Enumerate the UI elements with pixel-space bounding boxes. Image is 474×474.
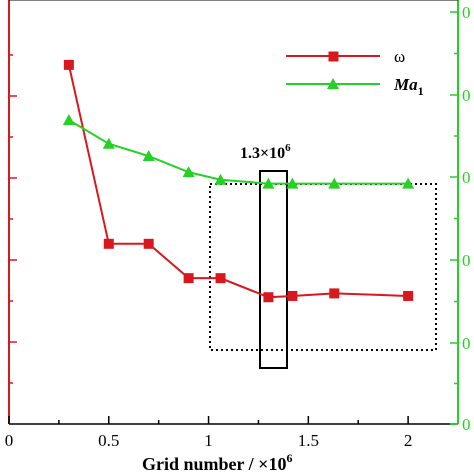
legend-marker-omega <box>328 51 339 62</box>
data-point-omega <box>215 273 226 284</box>
legend-label-ma1: Ma1 <box>393 75 424 98</box>
data-point-omega <box>403 290 414 301</box>
x-tick-label: 0.5 <box>98 431 119 450</box>
legend-label-omega: ω <box>394 47 405 66</box>
right-tick-label: 0 <box>462 415 471 434</box>
x-axis-title: Grid number / ×106 <box>142 451 292 474</box>
data-point-ma1 <box>214 173 227 185</box>
data-point-ma1 <box>102 137 115 149</box>
annotation-label: 1.3×106 <box>240 142 291 162</box>
x-tick-label: 1 <box>204 431 213 450</box>
right-tick-label: 0 <box>462 251 471 270</box>
legend-marker-ma1 <box>327 78 339 89</box>
data-point-omega <box>329 288 340 299</box>
data-point-omega <box>103 238 114 249</box>
data-point-ma1 <box>328 177 341 189</box>
data-point-omega <box>63 59 74 70</box>
series-line-1 <box>68 119 409 185</box>
data-point-ma1 <box>402 177 415 189</box>
right-tick-label: 0 <box>462 86 471 105</box>
data-point-omega <box>263 292 274 303</box>
data-point-ma1 <box>142 150 155 162</box>
data-point-ma1 <box>286 177 299 189</box>
x-tick-label: 0 <box>5 431 14 450</box>
data-point-ma1 <box>62 113 75 125</box>
data-point-omega <box>143 238 154 249</box>
data-point-ma1 <box>262 177 275 189</box>
right-tick-label: 0 <box>462 334 471 353</box>
highlight-box <box>259 170 288 369</box>
data-point-omega <box>183 273 194 284</box>
x-tick-label: 1.5 <box>298 431 319 450</box>
right-tick-label: 0 <box>462 3 471 22</box>
right-tick-label: 0 <box>462 168 471 187</box>
x-tick-label: 2 <box>404 431 413 450</box>
data-point-omega <box>287 290 298 301</box>
data-point-ma1 <box>182 166 195 178</box>
legend: ω Ma1 <box>286 47 424 98</box>
zoom-region-box <box>209 183 437 351</box>
